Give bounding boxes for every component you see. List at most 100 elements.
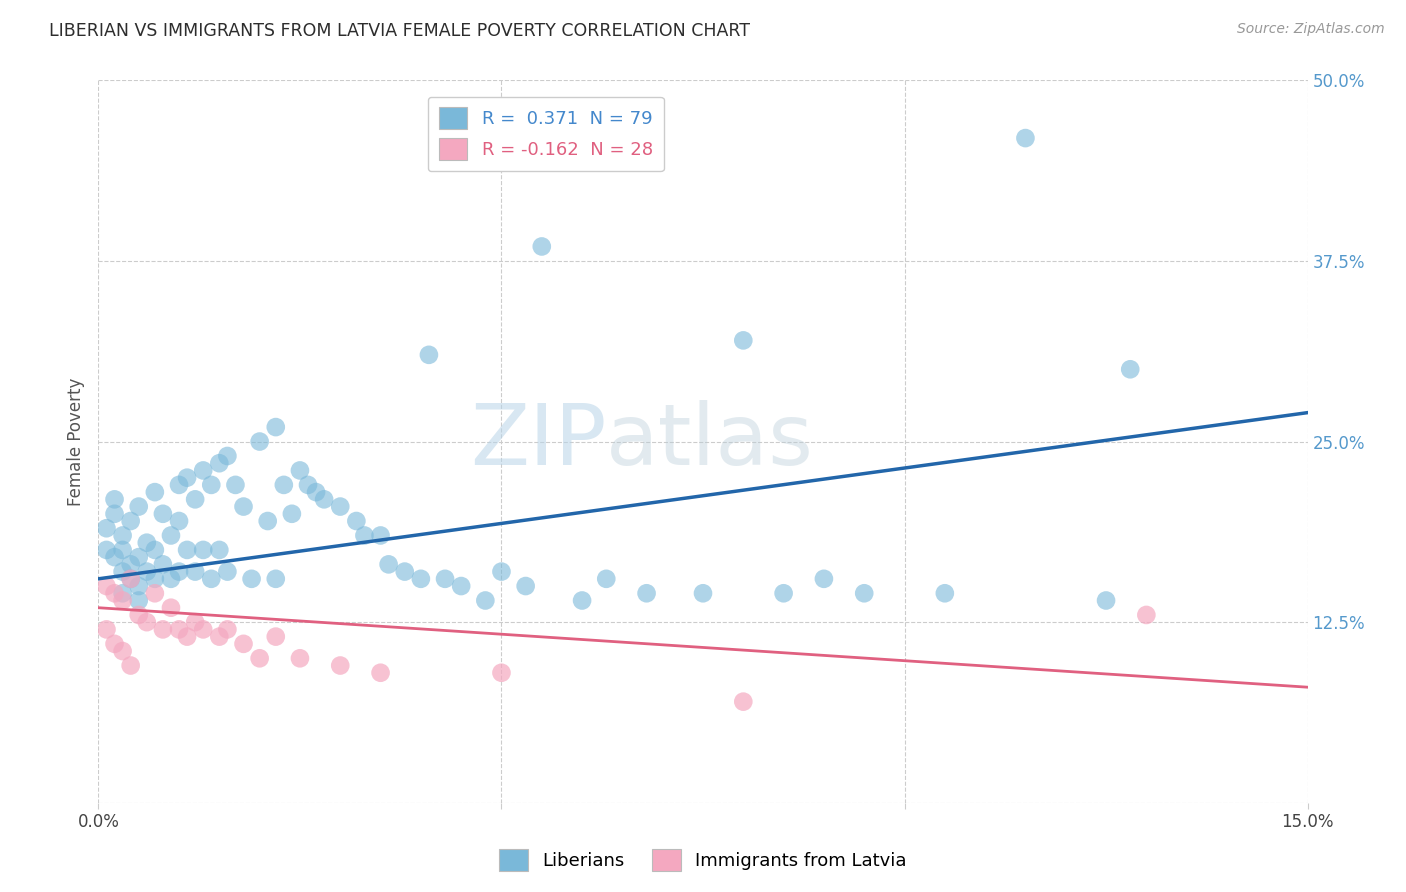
Point xyxy=(217,623,239,637)
Point xyxy=(176,542,198,557)
Point xyxy=(128,607,150,622)
Point xyxy=(813,572,835,586)
Point xyxy=(232,637,254,651)
Point xyxy=(152,507,174,521)
Y-axis label: Female Poverty: Female Poverty xyxy=(66,377,84,506)
Point xyxy=(329,500,352,514)
Point xyxy=(595,572,617,586)
Point xyxy=(184,492,207,507)
Point xyxy=(120,572,142,586)
Point xyxy=(450,579,472,593)
Legend: Liberians, Immigrants from Latvia: Liberians, Immigrants from Latvia xyxy=(492,842,914,879)
Point xyxy=(273,478,295,492)
Point xyxy=(103,550,125,565)
Point xyxy=(934,586,956,600)
Point xyxy=(217,449,239,463)
Point xyxy=(240,572,263,586)
Point xyxy=(152,558,174,572)
Point xyxy=(120,572,142,586)
Point xyxy=(120,514,142,528)
Point xyxy=(160,600,183,615)
Point xyxy=(96,521,118,535)
Point xyxy=(208,630,231,644)
Point xyxy=(249,434,271,449)
Point xyxy=(120,558,142,572)
Point xyxy=(176,470,198,484)
Point xyxy=(1014,131,1036,145)
Point xyxy=(143,542,166,557)
Point xyxy=(160,528,183,542)
Point xyxy=(167,514,190,528)
Point xyxy=(232,500,254,514)
Point xyxy=(264,630,287,644)
Point xyxy=(135,615,157,630)
Point xyxy=(128,593,150,607)
Point xyxy=(281,507,304,521)
Point xyxy=(111,528,134,542)
Point xyxy=(103,586,125,600)
Point xyxy=(184,565,207,579)
Point xyxy=(111,644,134,658)
Point xyxy=(143,485,166,500)
Point xyxy=(377,558,399,572)
Point xyxy=(111,542,134,557)
Point xyxy=(224,478,246,492)
Point xyxy=(208,542,231,557)
Point xyxy=(111,593,134,607)
Point xyxy=(128,579,150,593)
Point xyxy=(167,623,190,637)
Point xyxy=(143,572,166,586)
Text: Source: ZipAtlas.com: Source: ZipAtlas.com xyxy=(1237,22,1385,37)
Point xyxy=(571,593,593,607)
Point xyxy=(853,586,876,600)
Point xyxy=(1119,362,1142,376)
Point xyxy=(329,658,352,673)
Point xyxy=(515,579,537,593)
Point xyxy=(193,623,215,637)
Point xyxy=(176,630,198,644)
Point xyxy=(394,565,416,579)
Point xyxy=(434,572,457,586)
Legend: R =  0.371  N = 79, R = -0.162  N = 28: R = 0.371 N = 79, R = -0.162 N = 28 xyxy=(427,96,664,171)
Point xyxy=(692,586,714,600)
Point xyxy=(111,586,134,600)
Point xyxy=(249,651,271,665)
Point xyxy=(135,565,157,579)
Point xyxy=(409,572,432,586)
Point xyxy=(1095,593,1118,607)
Point xyxy=(96,579,118,593)
Point xyxy=(772,586,794,600)
Point xyxy=(193,463,215,477)
Point xyxy=(152,623,174,637)
Point xyxy=(143,586,166,600)
Point xyxy=(264,420,287,434)
Point xyxy=(288,463,311,477)
Text: atlas: atlas xyxy=(606,400,814,483)
Point xyxy=(103,492,125,507)
Point xyxy=(288,651,311,665)
Text: LIBERIAN VS IMMIGRANTS FROM LATVIA FEMALE POVERTY CORRELATION CHART: LIBERIAN VS IMMIGRANTS FROM LATVIA FEMAL… xyxy=(49,22,751,40)
Point xyxy=(184,615,207,630)
Point xyxy=(111,565,134,579)
Point xyxy=(96,542,118,557)
Point xyxy=(135,535,157,549)
Point xyxy=(370,665,392,680)
Point xyxy=(733,334,755,348)
Point xyxy=(96,623,118,637)
Point xyxy=(200,572,222,586)
Point xyxy=(418,348,440,362)
Point xyxy=(491,665,513,680)
Point xyxy=(217,565,239,579)
Point xyxy=(264,572,287,586)
Point xyxy=(491,565,513,579)
Point xyxy=(208,456,231,470)
Point xyxy=(160,572,183,586)
Point xyxy=(353,528,375,542)
Point xyxy=(103,637,125,651)
Point xyxy=(474,593,496,607)
Point xyxy=(128,500,150,514)
Point xyxy=(344,514,367,528)
Point xyxy=(636,586,658,600)
Point xyxy=(530,239,553,253)
Point xyxy=(1135,607,1157,622)
